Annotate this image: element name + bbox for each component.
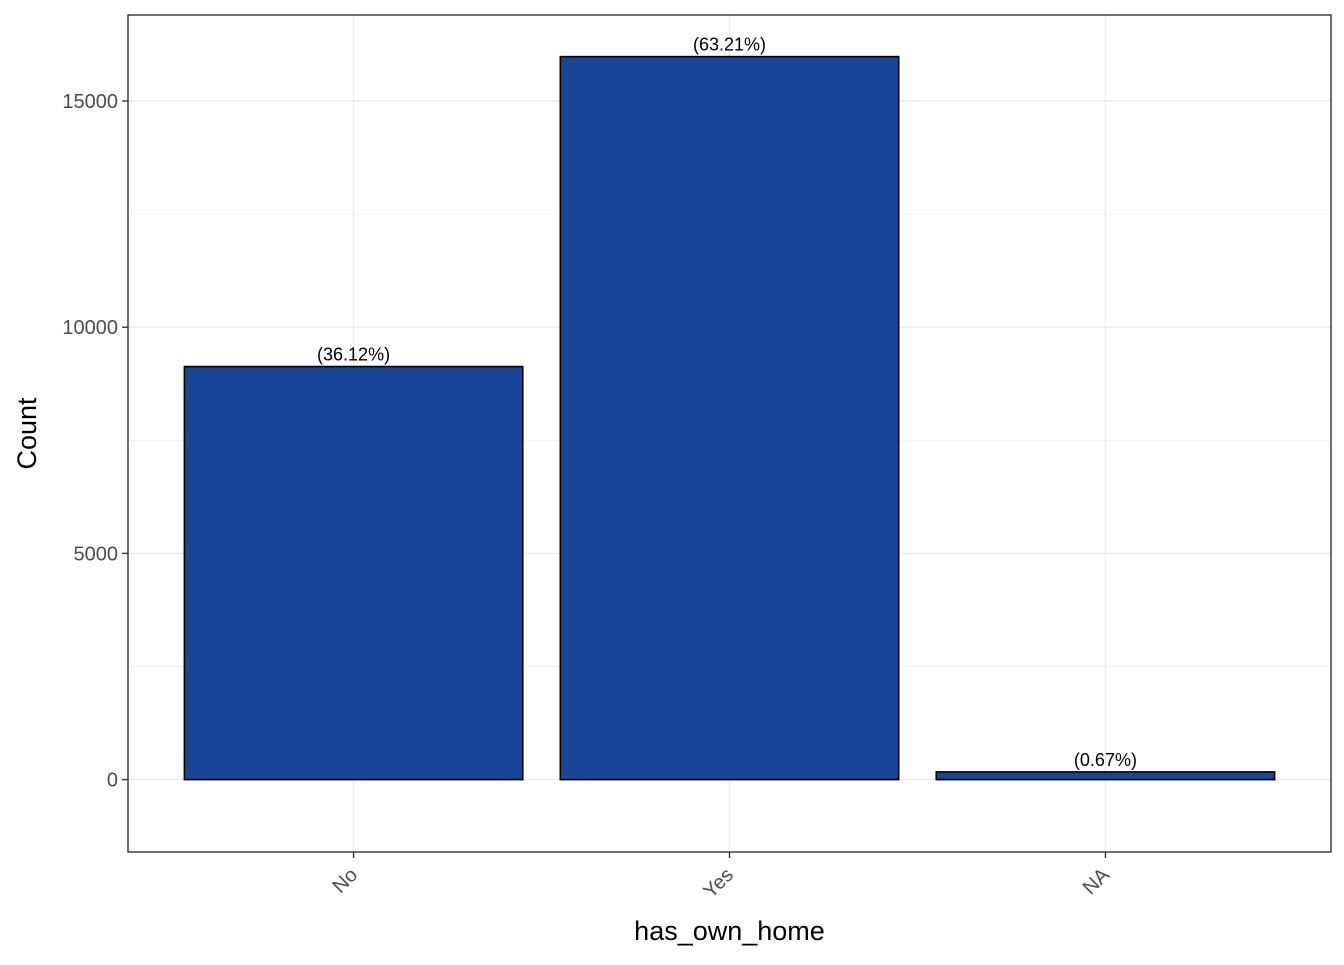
x-tick-label: NA <box>1079 864 1115 900</box>
data-labels: (36.12%) (63.21%) (0.67%) <box>317 35 1137 770</box>
bar-na <box>935 771 1276 781</box>
bar-no <box>183 365 524 781</box>
y-axis-title: Count <box>12 397 42 470</box>
x-tick-label: Yes <box>699 864 738 903</box>
data-label: (36.12%) <box>317 345 390 365</box>
bar-yes <box>559 55 900 781</box>
y-tick-label: 10000 <box>62 317 118 339</box>
x-axis: No Yes NA <box>328 852 1114 903</box>
y-tick-label: 15000 <box>62 91 118 113</box>
x-axis-title: has_own_home <box>634 916 825 946</box>
y-axis: 0 5000 10000 15000 <box>62 91 128 792</box>
y-tick-label: 0 <box>107 770 118 792</box>
data-label: (0.67%) <box>1074 750 1137 770</box>
x-tick-label: No <box>328 864 362 898</box>
data-label: (63.21%) <box>693 35 766 55</box>
bars <box>183 55 1276 781</box>
y-tick-label: 5000 <box>74 543 119 565</box>
